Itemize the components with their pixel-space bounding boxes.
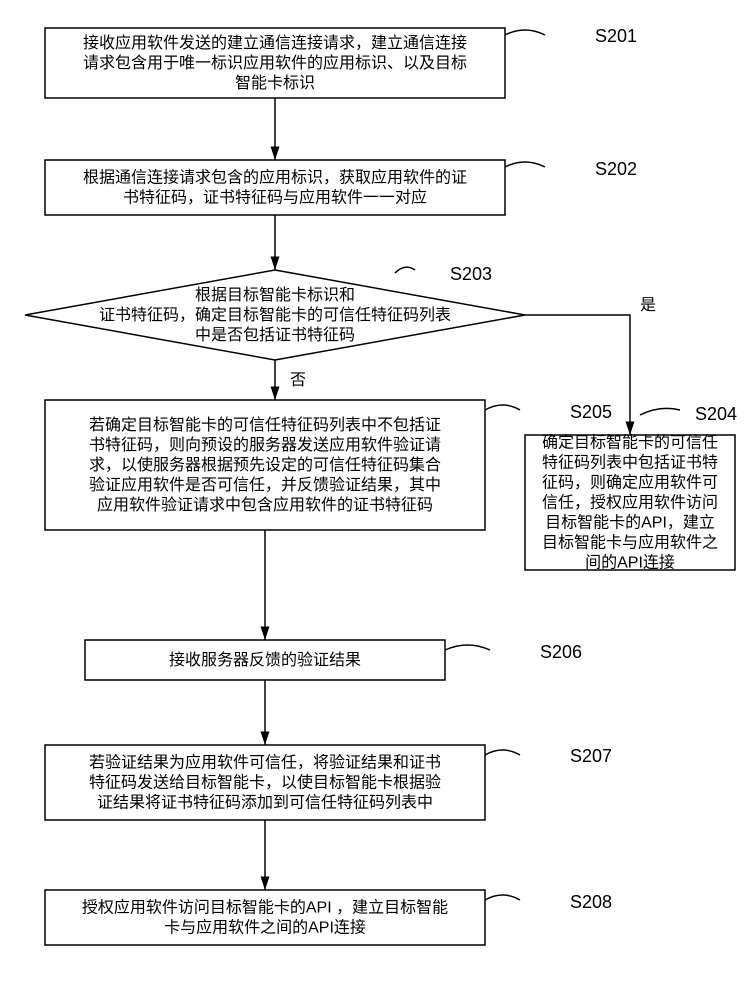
step-label-s202: S202: [595, 159, 637, 179]
label-connector: [505, 30, 545, 35]
flow-box-text: 目标智能卡与应用软件之: [542, 533, 718, 552]
flow-box-text: 目标智能卡的API，建立: [545, 514, 715, 532]
label-connector: [485, 405, 520, 410]
label-connector: [485, 895, 520, 900]
flow-box-text: 特征码列表中包括证书特: [542, 454, 718, 472]
flow-box-text: 接收应用软件发送的建立通信连接请求，建立通信连接: [83, 33, 467, 52]
flow-box-text: 求，以使服务器根据预先设定的可信任特征码集合: [89, 456, 441, 474]
flow-box-text: 验证应用软件是否可信任，并反馈验证结果，其中: [89, 475, 441, 494]
flow-box-s202: [45, 160, 505, 215]
step-label-s208: S208: [570, 892, 612, 912]
edge-label: 否: [290, 372, 306, 389]
flow-box-text: 书特征码，证书特征码与应用软件一一对应: [123, 188, 427, 207]
label-connector: [395, 267, 415, 273]
label-connector: [445, 645, 490, 650]
label-connector: [640, 408, 680, 415]
flow-box-text: 卡与应用软件之间的API连接: [164, 918, 366, 937]
flow-box-text: 若验证结果为应用软件可信任，将验证结果和证书: [89, 753, 441, 772]
label-connector: [505, 162, 545, 167]
flow-box-text: 若确定目标智能卡的可信任特征码列表中不包括证: [89, 416, 441, 434]
edge-label: 是: [640, 297, 656, 314]
step-label-s205: S205: [570, 402, 612, 422]
flow-box-text: 确定目标智能卡的可信任: [542, 434, 718, 452]
flow-box-text: 授权应用软件访问目标智能卡的API ，建立目标智能: [82, 898, 448, 917]
label-connector: [485, 750, 520, 755]
flow-box-s208: [45, 890, 485, 945]
flow-box-text: 信任，授权应用软件访问: [542, 493, 718, 512]
step-label-s204: S204: [695, 404, 737, 424]
flow-box-text: 征码，则确定应用软件可: [542, 473, 718, 492]
flow-box-text: 应用软件验证请求中包含应用软件的证书特征码: [97, 495, 433, 514]
flow-box-text: 证结果将证书特征码添加到可信任特征码列表中: [97, 794, 433, 812]
flow-diamond-text: 证书特征码，确定目标智能卡的可信任特征码列表: [99, 306, 451, 324]
flow-box-text: 请求包含用于唯一标识应用软件的应用标识、以及目标: [83, 53, 467, 72]
flow-box-text: 接收服务器反馈的验证结果: [169, 651, 361, 669]
flow-diamond-text: 根据目标智能卡标识和: [195, 286, 355, 304]
flow-box-text: 根据通信连接请求包含的应用标识，获取应用软件的证: [83, 168, 467, 187]
step-label-s207: S207: [570, 746, 612, 766]
flow-box-text: 书特征码，则向预设的服务器发送应用软件验证请: [89, 435, 441, 454]
flow-box-text: 智能卡标识: [235, 74, 315, 92]
flow-box-text: 特征码发送给目标智能卡，以使目标智能卡根据验: [89, 774, 441, 792]
step-label-s206: S206: [540, 642, 582, 662]
flow-diamond-text: 中是否包括证书特征码: [195, 326, 355, 344]
step-label-s203: S203: [450, 264, 492, 284]
flow-box-text: 间的API连接: [585, 554, 675, 572]
step-label-s201: S201: [595, 26, 637, 46]
